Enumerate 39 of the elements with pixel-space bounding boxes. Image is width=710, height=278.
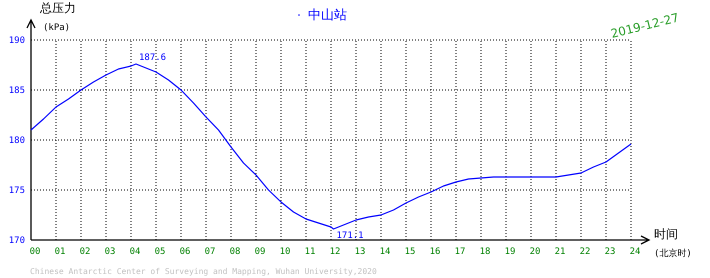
y-tick-label: 185 (8, 86, 25, 96)
x-tick-label: 17 (454, 247, 466, 257)
x-tick-label: 06 (180, 247, 190, 257)
x-tick-label: 15 (404, 247, 416, 257)
x-tick-label: 01 (54, 247, 66, 257)
y-tick-label: 170 (8, 236, 25, 246)
text: (北京时) (654, 248, 692, 259)
x-tick-label: 18 (480, 247, 490, 257)
x-tick-label: 02 (80, 247, 90, 257)
line-series (30, 63, 632, 230)
text: Chinese Antarctic Center of Surveying and Mapping, Wuhan University,2020 (30, 267, 377, 276)
x-tick-label: 14 (380, 247, 390, 257)
x-tick-label: 04 (130, 247, 140, 257)
x-tick-label: 16 (430, 247, 440, 257)
x-tick-label: 12 (330, 247, 340, 257)
x-tick-label: 08 (230, 247, 240, 257)
chart-title: 中山站 (308, 8, 347, 23)
annotation: 187.6 (139, 53, 166, 63)
x-axis-title: 时间 (654, 227, 678, 241)
x-tick-label: 00 (30, 247, 40, 257)
x-tick-label: 03 (104, 247, 116, 257)
x-tick-label: 09 (254, 247, 266, 257)
annotation: 171.1 (336, 231, 364, 241)
x-tick-label: 23 (604, 247, 616, 257)
x-tick-label: 13 (354, 247, 366, 257)
y-axis-title: 总压力 (39, 1, 76, 15)
x-tick-label: 05 (154, 247, 166, 257)
x-tick-label: 07 (204, 247, 216, 257)
y-tick-label: 175 (8, 186, 25, 196)
x-tick-label: 21 (554, 247, 566, 257)
x-tick-label: 24 (630, 247, 640, 257)
y-tick-label: 180 (8, 136, 25, 146)
x-tick-label: 22 (580, 247, 590, 257)
text: (kPa) (43, 23, 70, 33)
x-tick-label: 11 (304, 247, 316, 257)
y-tick-label: 190 (8, 36, 25, 46)
x-tick-label: 20 (530, 247, 540, 257)
x-tick-label: 10 (280, 247, 290, 257)
x-tick-label: 19 (504, 247, 516, 257)
